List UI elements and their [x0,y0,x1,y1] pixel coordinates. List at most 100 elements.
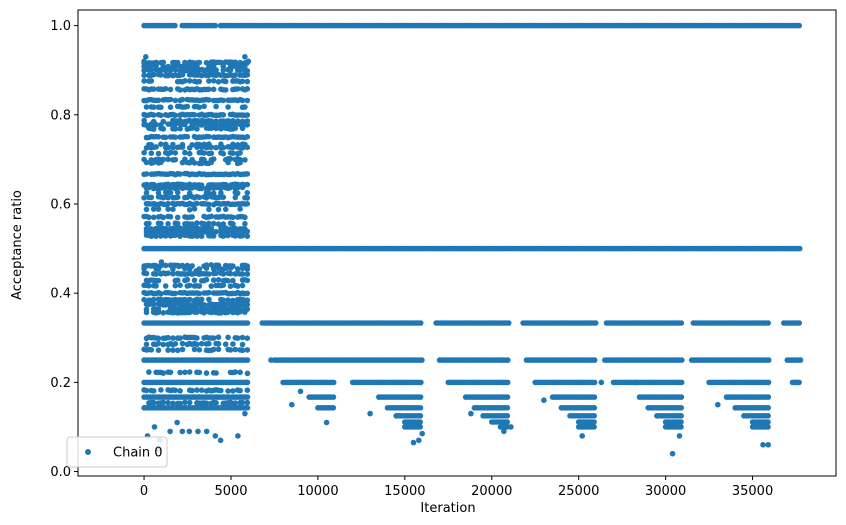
data-point [189,214,195,220]
data-point [162,86,169,92]
y-tick-label: 0.4 [50,287,71,302]
data-point [208,125,215,131]
data-point [234,190,241,196]
data-point [234,283,241,289]
data-point [676,433,683,439]
data-point [170,347,176,354]
data-point [160,310,167,316]
x-tick-label: 35000 [732,484,773,499]
data-point [796,245,803,252]
data-point [203,370,210,376]
data-point [191,346,198,353]
data-point [242,54,248,60]
data-point [165,194,171,201]
data-point [201,103,207,110]
data-point [179,346,186,353]
data-point [141,195,147,201]
data-point [182,399,188,406]
data-point [143,54,149,60]
data-point [150,296,157,303]
data-point [206,78,212,84]
data-point [141,58,147,65]
data-point [186,309,193,316]
data-point [196,78,203,85]
data-point [244,290,251,297]
data-point [141,67,147,74]
data-point [186,282,193,289]
y-axis-label: Acceptance ratio [10,190,25,300]
data-point [237,150,243,156]
data-point [186,266,193,273]
data-point [155,340,162,347]
data-point [172,126,179,132]
data-point [504,405,511,411]
data-point [765,379,772,386]
data-point [244,144,251,151]
data-point [172,301,179,307]
data-point [218,190,224,196]
data-point [239,271,246,277]
data-point [167,185,174,191]
data-point [239,399,246,406]
data-point [165,206,171,212]
data-point [172,121,179,128]
data-point [186,296,193,303]
data-point [208,213,215,220]
data-point [237,67,243,73]
data-point [210,266,217,272]
data-point [232,194,239,201]
data-point [153,144,159,150]
data-point [196,290,203,297]
data-point [189,185,195,191]
data-point [206,97,212,103]
data-point [158,220,164,227]
data-point [220,271,227,277]
data-point [153,283,159,289]
data-point [244,72,251,78]
data-point [213,67,219,73]
data-point [242,214,248,221]
data-point [669,450,676,457]
data-point [141,72,147,79]
data-point [225,297,231,303]
data-point [172,150,179,156]
data-point [198,160,205,167]
data-point [591,424,597,430]
data-point [179,340,186,347]
data-point [239,78,246,85]
x-tick-label: 5000 [214,484,247,499]
data-point [210,78,217,84]
data-point [158,387,164,393]
data-point [208,144,215,151]
data-point [146,214,152,221]
data-point [148,78,155,84]
data-point [170,266,176,273]
data-point [678,413,684,419]
data-point [222,87,229,93]
data-point [230,277,236,284]
data-point [417,320,424,326]
data-point [179,96,186,103]
data-point [201,310,207,316]
data-point [244,233,251,239]
data-point [591,413,597,419]
data-point [203,195,210,201]
data-point [208,262,215,268]
data-point [208,159,215,166]
data-point [220,150,227,157]
data-point [504,419,511,425]
data-point [215,346,222,353]
data-point [167,67,174,73]
data-point [227,184,234,191]
data-point [239,265,246,272]
data-point [150,301,157,308]
data-point [177,388,183,394]
data-point [141,78,147,84]
data-point [232,346,239,353]
data-point [174,277,181,284]
data-point [230,150,236,156]
data-point [162,134,169,141]
data-point [244,266,251,273]
data-point [765,424,771,430]
data-point [220,112,227,118]
